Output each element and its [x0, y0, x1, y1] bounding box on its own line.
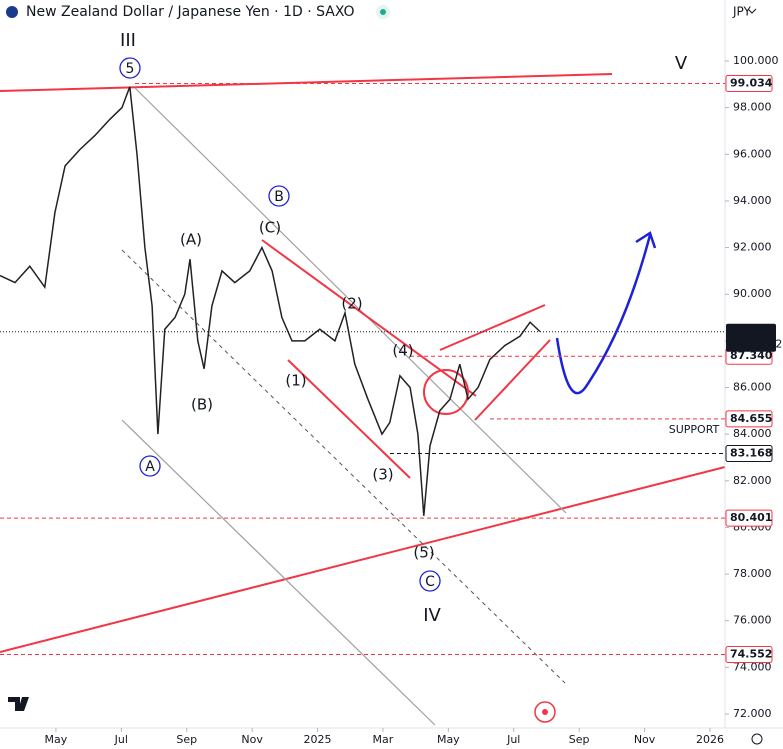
- y-tick-label: 78.000: [733, 567, 772, 580]
- wave-circle: [268, 185, 290, 207]
- countdown: 14:01:42: [733, 338, 782, 351]
- y-tick-label: 86.000: [733, 381, 772, 394]
- y-tick-label: 92.000: [733, 241, 772, 254]
- wedge-line: [439, 304, 546, 351]
- trendline: [0, 466, 726, 653]
- price-level-box: [725, 445, 773, 463]
- wave-label: III: [120, 30, 136, 51]
- y-tick-label: 74.000: [733, 660, 772, 673]
- x-tick-label: 2026: [696, 733, 724, 746]
- last-price-label: 88.393: [733, 325, 775, 338]
- y-tick-label: 76.000: [733, 614, 772, 627]
- y-tick-label: 82.000: [733, 474, 772, 487]
- y-tick-label: 72.000: [733, 707, 772, 720]
- wave-label: (4): [392, 342, 413, 360]
- currency: JPY: [732, 5, 752, 19]
- wave-label: 5: [126, 61, 135, 77]
- price-level-box: [725, 75, 773, 93]
- channel-line: [134, 87, 567, 514]
- highlight-circle: [423, 369, 469, 415]
- wave-label: (B): [191, 396, 213, 414]
- price-level-box: [725, 410, 773, 428]
- x-tick-label: 2025: [304, 733, 332, 746]
- wedge-line: [474, 339, 551, 421]
- x-tick-label: Nov: [241, 733, 263, 746]
- wave-label: IV: [423, 605, 441, 626]
- price-level-box: [725, 645, 773, 663]
- y-tick-label: 96.000: [733, 147, 772, 160]
- projection-path: [555, 234, 652, 395]
- wave-label: A: [145, 459, 155, 475]
- wave-label: (C): [259, 219, 281, 237]
- wave-label: V: [675, 53, 688, 74]
- price-level-label: 87.340: [730, 349, 773, 362]
- price-line: [0, 86, 541, 516]
- channel-line: [121, 419, 436, 726]
- x-tick-label: May: [45, 733, 68, 746]
- projection-arrowhead: [635, 231, 657, 249]
- x-tick-label: Jul: [506, 733, 520, 746]
- price-level-box: [725, 509, 773, 527]
- wave-circle: [419, 570, 441, 592]
- alert-icon-dot: [542, 709, 548, 715]
- wave-label: B: [274, 189, 284, 205]
- currency-dropdown[interactable]: [747, 8, 757, 14]
- x-tick-label: Nov: [634, 733, 656, 746]
- symbol-flag: [6, 6, 18, 18]
- last-price-box: [726, 323, 776, 352]
- trendline: [0, 73, 613, 92]
- wave-label: (5): [413, 544, 434, 562]
- x-tick-label: Jul: [114, 733, 128, 746]
- alert-icon[interactable]: [534, 701, 556, 723]
- wave-circle: [139, 455, 161, 477]
- price-level-label: 83.168: [730, 447, 772, 460]
- x-tick-label: Mar: [373, 733, 394, 746]
- x-tick-label: Sep: [569, 733, 590, 746]
- logo: [8, 697, 29, 711]
- price-level-label: 74.552: [730, 647, 772, 660]
- wave-label: (A): [180, 231, 202, 249]
- chart-title: New Zealand Dollar / Japanese Yen · 1D ·…: [26, 4, 355, 20]
- status-dot: [380, 9, 386, 15]
- y-tick-label: 100.000: [733, 54, 779, 67]
- wave-label: (3): [372, 466, 393, 484]
- y-tick-label: 84.000: [733, 427, 772, 440]
- price-level-label: 99.034: [730, 77, 773, 90]
- price-level-label: 84.655: [730, 412, 772, 425]
- y-tick-label: 94.000: [733, 194, 772, 207]
- x-tick-label: Sep: [176, 733, 197, 746]
- wave-circle: [119, 57, 141, 79]
- settings-icon[interactable]: [751, 733, 763, 745]
- wave-label: C: [425, 574, 435, 590]
- trendline: [287, 359, 411, 479]
- wave-label: (1): [285, 372, 306, 390]
- price-level-label: 80.401: [730, 511, 772, 524]
- wave-label: SUPPORT: [669, 423, 720, 436]
- y-tick-label: 90.000: [733, 287, 772, 300]
- y-tick-label: 98.000: [733, 101, 772, 114]
- x-tick-label: May: [437, 733, 460, 746]
- drawings: [0, 73, 726, 726]
- wave-label: (2): [341, 295, 362, 313]
